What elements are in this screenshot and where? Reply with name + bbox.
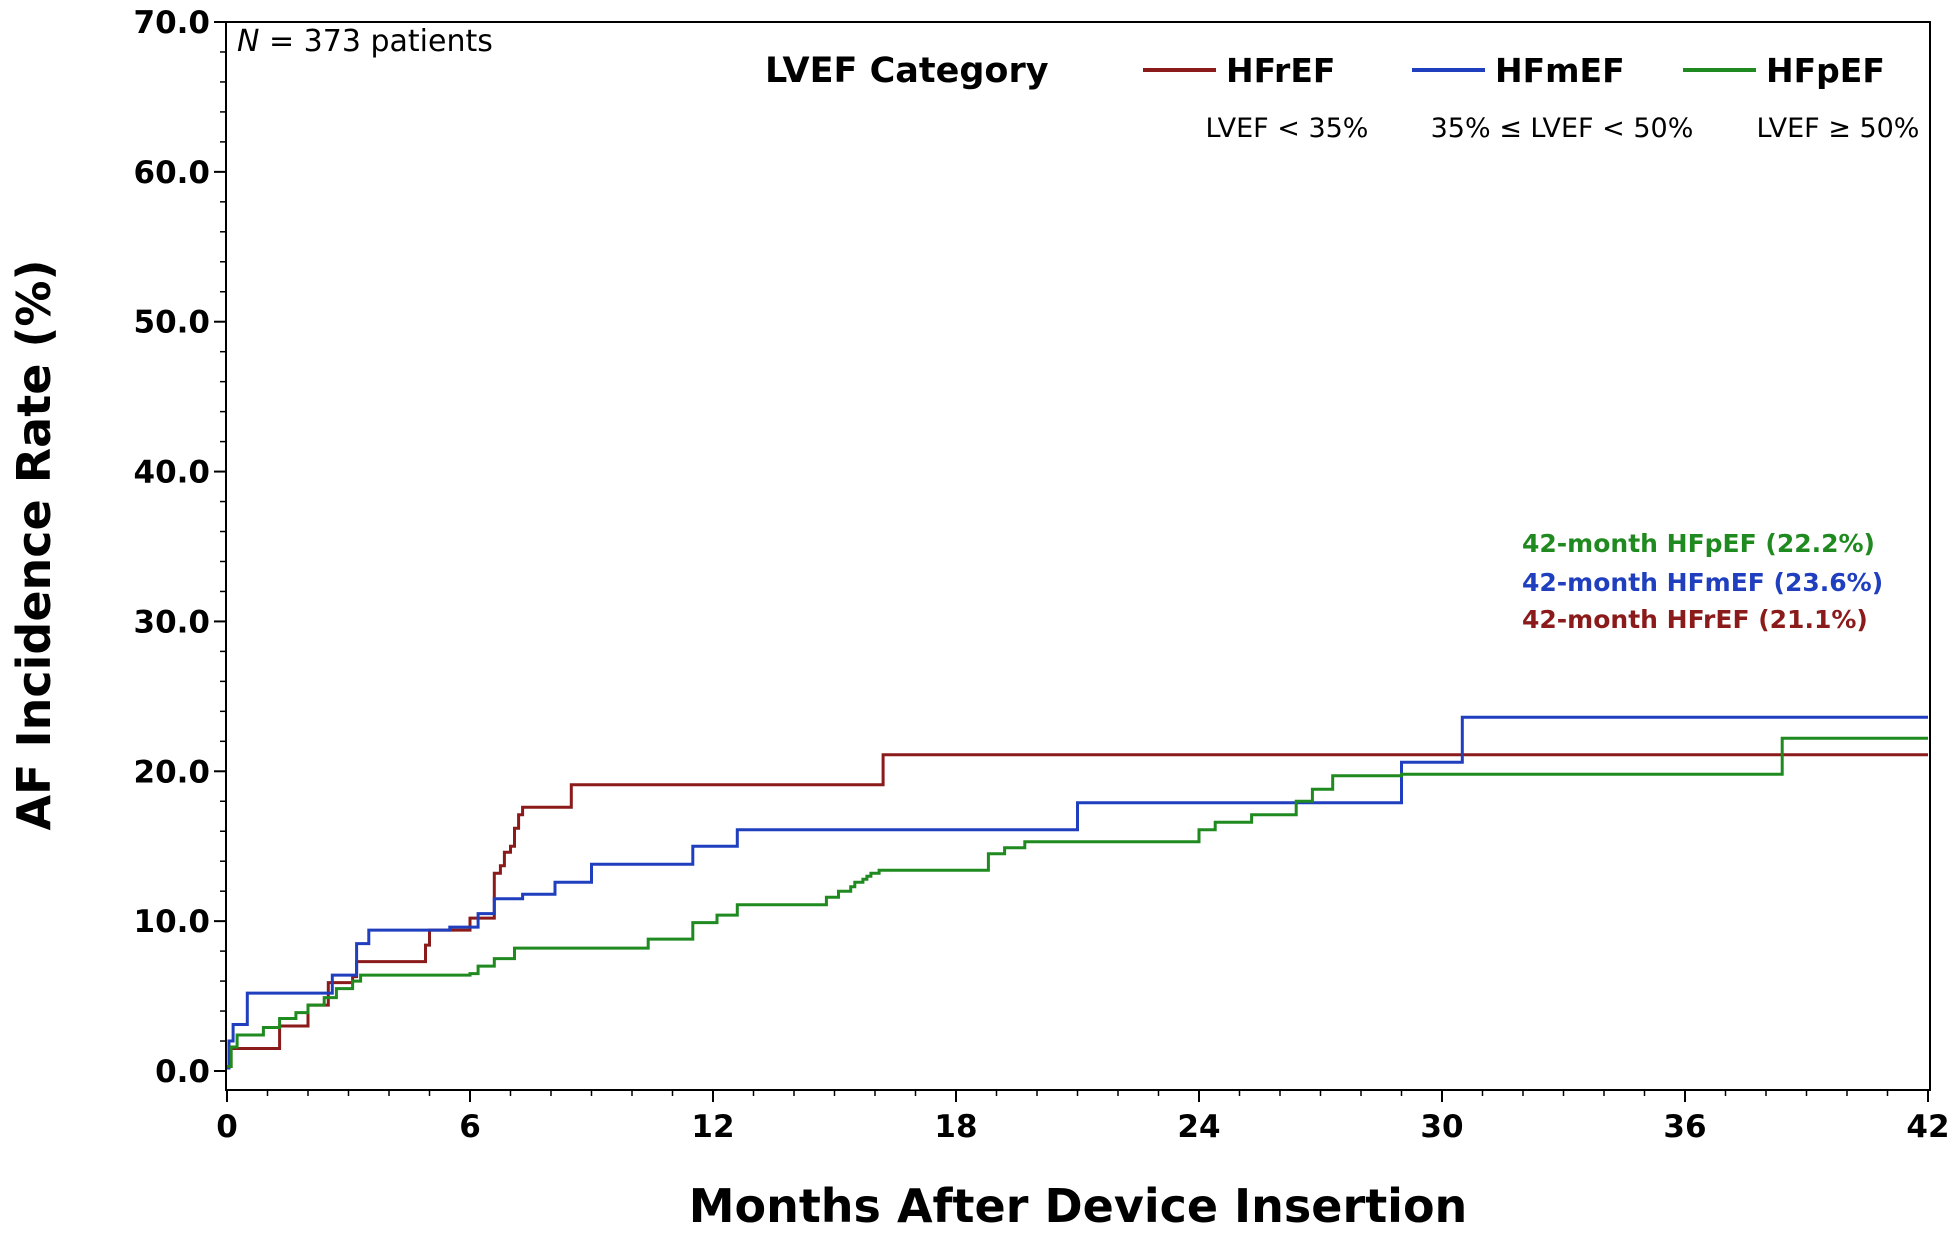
y-axis-title: AF Incidence Rate (%) (7, 259, 61, 830)
n-label: N = 373 patients (237, 24, 493, 59)
annotation-hfpef: 42-month HFpEF (22.2%) (1522, 529, 1875, 558)
y-tick-label-50.0: 50.0 (134, 305, 211, 341)
y-tick-label-10.0: 10.0 (134, 904, 211, 940)
y-tick-label-30.0: 30.0 (134, 604, 211, 640)
x-tick-label-24: 24 (1177, 1109, 1220, 1145)
x-tick-label-12: 12 (691, 1109, 734, 1145)
y-tick-label-70.0: 70.0 (134, 5, 211, 41)
y-tick-label-40.0: 40.0 (134, 455, 211, 491)
series-line-hfmef (227, 715, 1928, 1070)
annotation-hfref: 42-month HFrEF (21.1%) (1522, 605, 1868, 634)
x-tick-label-0: 0 (216, 1109, 238, 1145)
series-layer (227, 715, 1928, 1070)
legend-entries: HFrEF LVEF < 35% HFmEF 35% ≤ LVEF < 50% HFpE… (1143, 51, 1919, 144)
x-tick-label-6: 6 (459, 1109, 481, 1145)
tick-layer: 0.0 10.0 20.0 30.0 40.0 50.0 60.0 70.0 0 6 12 18 24 3… (134, 5, 1950, 1145)
annotations: 42-month HFpEF (22.2%) 42-month HFmEF (2… (1522, 529, 1883, 634)
legend-label-hfpef: HFpEF (1766, 51, 1885, 90)
y-tick-label-0.0: 0.0 (155, 1054, 210, 1090)
legend-title: LVEF Category (765, 51, 1049, 91)
x-axis-title: Months After Device Insertion (689, 1179, 1468, 1233)
n-label-rest: = 373 patients (259, 24, 492, 59)
x-tick-label-30: 30 (1420, 1109, 1463, 1145)
legend-desc-hfref: LVEF < 35% (1206, 113, 1369, 144)
series-line-hfpef (227, 736, 1928, 1068)
x-tick-label-42: 42 (1906, 1109, 1949, 1145)
x-tick-label-18: 18 (934, 1109, 977, 1145)
legend-desc-hfmef: 35% ≤ LVEF < 50% (1431, 113, 1694, 144)
n-label-prefix: N (237, 24, 259, 59)
legend: LVEF Category HFrEF LVEF < 35% HFmEF 35% ≤ … (765, 51, 1919, 144)
y-tick-label-20.0: 20.0 (134, 754, 211, 790)
legend-label-hfmef: HFmEF (1495, 51, 1625, 90)
legend-label-hfref: HFrEF (1226, 51, 1335, 90)
legend-desc-hfpef: LVEF ≥ 50% (1757, 113, 1920, 144)
x-tick-label-36: 36 (1663, 1109, 1706, 1145)
y-tick-label-60.0: 60.0 (134, 155, 211, 191)
annotation-hfmef: 42-month HFmEF (23.6%) (1522, 568, 1883, 597)
